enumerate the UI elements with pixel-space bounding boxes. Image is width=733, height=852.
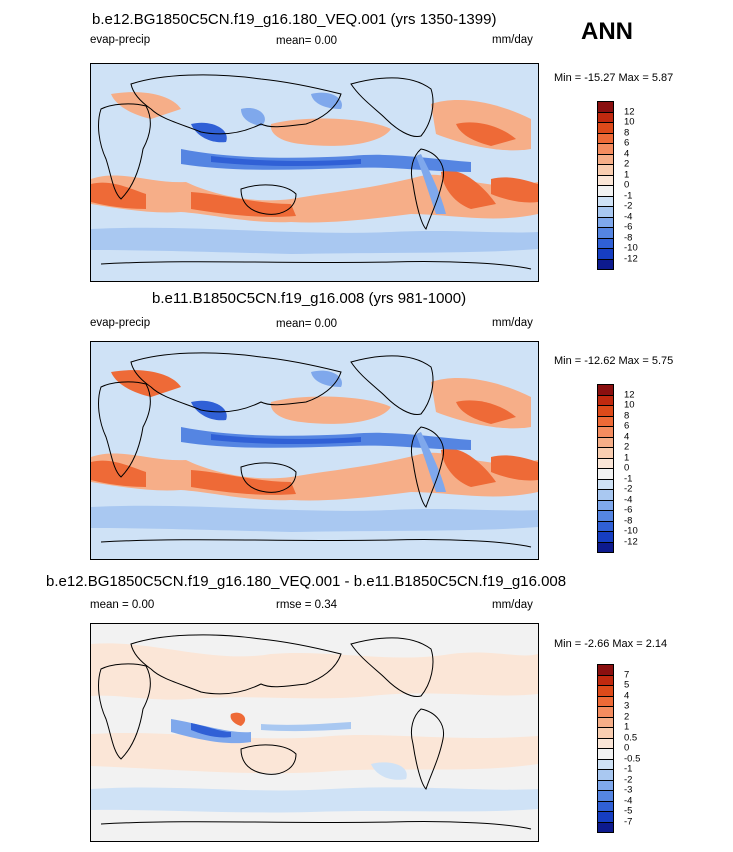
panel1-mean-label: mean= 0.00: [276, 35, 338, 47]
colorbar-label: -6: [624, 504, 633, 516]
colorbar-label: -10: [624, 242, 638, 254]
colorbar-label: 6: [624, 137, 630, 149]
colorbar-label: -8: [624, 515, 633, 526]
panel2-title: b.e11.B1850C5CN.f19_g16.008 (yrs 981-100…: [152, 290, 467, 307]
colorbar-label: 1: [624, 721, 630, 733]
panel3-units-label: mm/day: [492, 599, 533, 611]
colorbar-label: -10: [624, 525, 638, 537]
colorbar-label: 2: [624, 711, 630, 722]
colorbar-label: 12: [624, 389, 635, 400]
panel3-mean-label: mean = 0.00: [90, 599, 155, 611]
colorbar-label: 2: [624, 441, 630, 453]
colorbar-label: 4: [624, 148, 630, 159]
colorbar-label: 3: [624, 700, 630, 712]
season-label: ANN: [581, 18, 633, 45]
panel3-minmax-label: Min = -2.66 Max = 2.14: [554, 638, 668, 650]
colorbar-label: -7: [624, 816, 633, 827]
colorbar-label: 10: [624, 399, 635, 411]
colorbar-label: 8: [624, 410, 630, 421]
colorbar-box: [597, 821, 614, 833]
panel3-contour-field: [91, 624, 538, 841]
panel2-mean-label: mean= 0.00: [276, 318, 338, 330]
panel3-title: b.e12.BG1850C5CN.f19_g16.180_VEQ.001 - b…: [46, 573, 567, 590]
panel2-map: [90, 341, 539, 560]
panel2-minmax-label: Min = -12.62 Max = 5.75: [554, 355, 674, 367]
panel1-title: b.e12.BG1850C5CN.f19_g16.180_VEQ.001 (yr…: [92, 11, 497, 28]
colorbar-label: -2: [624, 774, 633, 785]
colorbar-label: -12: [624, 253, 638, 264]
colorbar-label: -1: [624, 473, 633, 484]
colorbar-label: 0: [624, 742, 630, 754]
panel2-contour-field: [91, 342, 538, 559]
panel2-units-label: mm/day: [492, 317, 533, 329]
colorbar-label: 0.5: [624, 732, 638, 743]
colorbar-label: 10: [624, 116, 635, 128]
panel1-variable-label: evap-precip: [90, 34, 151, 46]
colorbar-label: -4: [624, 795, 633, 806]
colorbar-label: -4: [624, 211, 633, 222]
colorbar-label: 0: [624, 179, 630, 191]
panel2-variable-label: evap-precip: [90, 317, 151, 329]
colorbar-label: -8: [624, 232, 633, 243]
panel1-map: [90, 63, 539, 282]
colorbar-label: -1: [624, 190, 633, 201]
colorbar-box: [597, 258, 614, 270]
colorbar-label: 7: [624, 669, 630, 680]
panel1-contour-field: [91, 64, 538, 281]
colorbar-label: 1: [624, 452, 630, 463]
panel3-map: [90, 623, 539, 842]
colorbar-box: [597, 541, 614, 553]
colorbar-label: 6: [624, 420, 630, 432]
colorbar-label: 5: [624, 679, 630, 691]
colorbar-label: 8: [624, 127, 630, 138]
colorbar-label: 12: [624, 106, 635, 117]
colorbar-label: -4: [624, 494, 633, 505]
colorbar-label: -2: [624, 483, 633, 495]
colorbar-label: -1: [624, 763, 633, 775]
colorbar-label: -6: [624, 221, 633, 233]
colorbar-label: 2: [624, 158, 630, 170]
colorbar-label: 1: [624, 169, 630, 180]
colorbar-label: 0: [624, 462, 630, 474]
colorbar-label: 4: [624, 690, 630, 701]
panel3-rmse-label: rmse = 0.34: [276, 599, 338, 611]
colorbar-label: -3: [624, 784, 633, 796]
colorbar-label: -5: [624, 805, 633, 817]
colorbar-label: -12: [624, 536, 638, 547]
panel1-minmax-label: Min = -15.27 Max = 5.87: [554, 72, 674, 84]
colorbar-label: -2: [624, 200, 633, 212]
colorbar-label: 4: [624, 431, 630, 442]
colorbar-label: -0.5: [624, 753, 641, 764]
panel1-units-label: mm/day: [492, 34, 533, 46]
